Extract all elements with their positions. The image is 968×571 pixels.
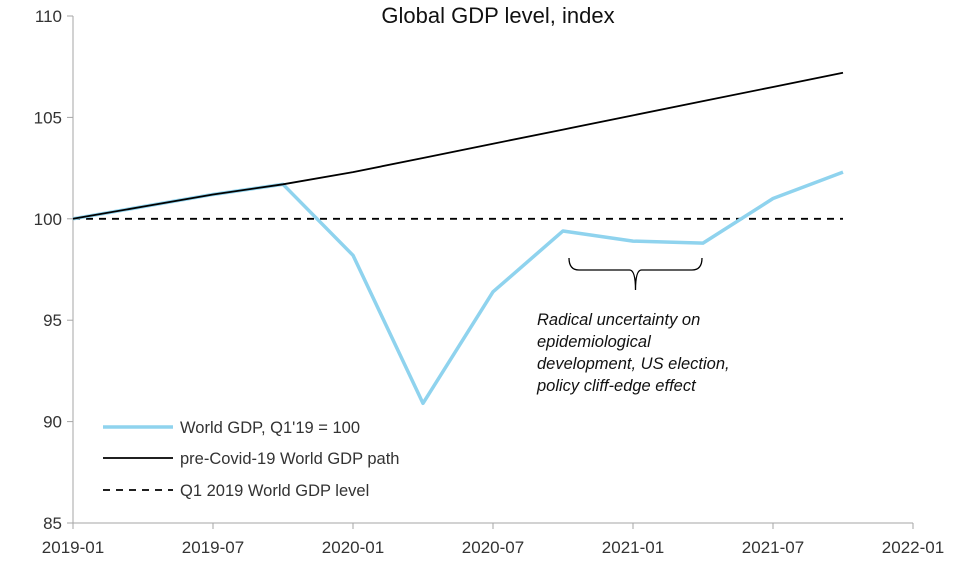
y-tick-label: 110	[35, 7, 62, 26]
annotation-text-line: policy cliff-edge effect	[536, 377, 697, 395]
x-tick-label: 2020-07	[462, 538, 524, 557]
y-tick-label: 100	[34, 210, 62, 229]
x-tick-label: 2021-07	[742, 538, 804, 557]
x-tick-label: 2020-01	[322, 538, 384, 557]
y-tick-label: 85	[43, 514, 62, 533]
x-tick-label: 2019-07	[182, 538, 244, 557]
y-tick-label: 90	[43, 413, 62, 432]
legend-label-1: pre-Covid-19 World GDP path	[180, 450, 400, 468]
y-axis: 85 90 95 100 105 110	[34, 7, 74, 533]
legend-label-2: Q1 2019 World GDP level	[180, 482, 369, 500]
annotation: Radical uncertainty on epidemiological dev…	[536, 257, 730, 395]
x-tick-label: 2021-01	[602, 538, 664, 557]
annotation-text-line: development, US election,	[537, 355, 730, 373]
y-tick-label: 105	[34, 108, 62, 127]
series-line-1	[72, 71, 844, 220]
x-tick-label: 2022-01	[882, 538, 944, 557]
legend-label-0: World GDP, Q1'19 = 100	[180, 419, 360, 437]
y-tick-label: 95	[43, 311, 62, 330]
legend: World GDP, Q1'19 = 100 pre-Covid-19 World…	[103, 419, 400, 500]
chart-title: Global GDP level, index	[381, 3, 614, 28]
annotation-text-line: Radical uncertainty on	[537, 311, 700, 329]
x-axis: 2019-01 2019-07 2020-01 2020-07 2021-01 2021-…	[42, 522, 944, 557]
annotation-text-line: epidemiological	[537, 333, 652, 351]
series-layer	[72, 71, 844, 406]
x-tick-label: 2019-01	[42, 538, 104, 557]
annotation-bracket	[568, 257, 703, 291]
